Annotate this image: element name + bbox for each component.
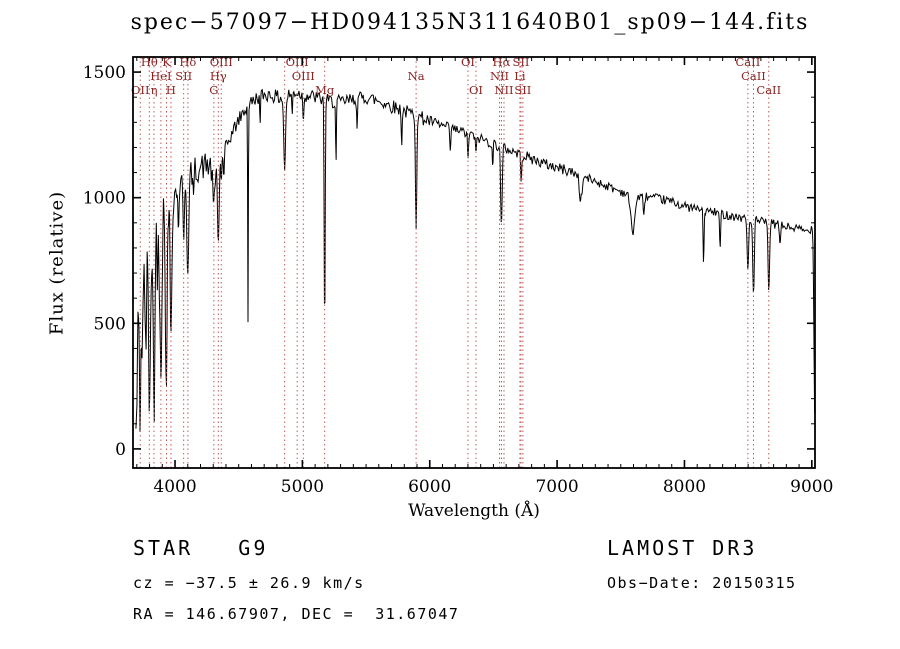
- spectrum-trace: [135, 88, 816, 432]
- cz-text: cz = −37.5 ± 26.9 km/s: [133, 574, 365, 592]
- plot-frame: [132, 56, 816, 469]
- spectral-line-label: SII: [512, 55, 529, 69]
- spectral-line-label: K: [162, 55, 171, 69]
- spectral-line-label: Mg: [315, 83, 335, 97]
- y-tick-label: 1500: [83, 63, 126, 83]
- x-tick-label: 8000: [663, 477, 706, 497]
- spectral-line-label: CaII: [756, 83, 781, 97]
- x-tick-label: 9000: [790, 477, 833, 497]
- spectral-line-label: Hγ: [210, 69, 227, 83]
- x-tick-label: 4000: [153, 477, 196, 497]
- y-tick-label: 1000: [83, 189, 126, 209]
- spectral-line-label: OII: [131, 83, 150, 97]
- spectral-line-label: Hθ: [141, 55, 158, 69]
- y-tick-label: 500: [94, 314, 126, 334]
- radec-text: RA = 146.67907, DEC = 31.67047: [133, 605, 460, 623]
- page-title: spec−57097−HD094135N311640B01_sp09−144.f…: [130, 10, 810, 35]
- x-tick-label: 6000: [408, 477, 451, 497]
- spectral-line-label: G: [209, 83, 218, 97]
- x-tick-label: 7000: [535, 477, 578, 497]
- spectral-line-label: Hδ: [179, 55, 196, 69]
- obs-date-text: Obs−Date: 20150315: [607, 574, 797, 592]
- star-class-text: STAR G9: [133, 536, 269, 560]
- spectral-line-label: HeI: [150, 69, 171, 83]
- spectral-line-label: CaII: [741, 69, 766, 83]
- spectral-line-label: OIII: [210, 55, 233, 69]
- spectral-line-label: Li: [514, 69, 526, 83]
- spectral-line-label: NII: [490, 69, 509, 83]
- spectral-line-label: SII: [175, 69, 192, 83]
- spectral-line-label: η: [151, 83, 158, 97]
- spectral-line-label: Na: [408, 69, 425, 83]
- spectral-line-label: H: [166, 83, 176, 97]
- x-tick-label: 5000: [281, 477, 324, 497]
- spectral-line-label: CaII: [736, 55, 761, 69]
- spectral-line-label: SII: [514, 83, 531, 97]
- spectral-line-label: OI: [461, 55, 475, 69]
- spectral-line-label: OI: [469, 83, 483, 97]
- spectral-line-label: OIII: [292, 69, 315, 83]
- wavelength-axis-label: Wavelength (Å): [408, 501, 540, 521]
- survey-text: LAMOST DR3: [607, 536, 758, 560]
- spectral-line-label: NII: [494, 83, 513, 97]
- y-tick-label: 0: [115, 440, 126, 460]
